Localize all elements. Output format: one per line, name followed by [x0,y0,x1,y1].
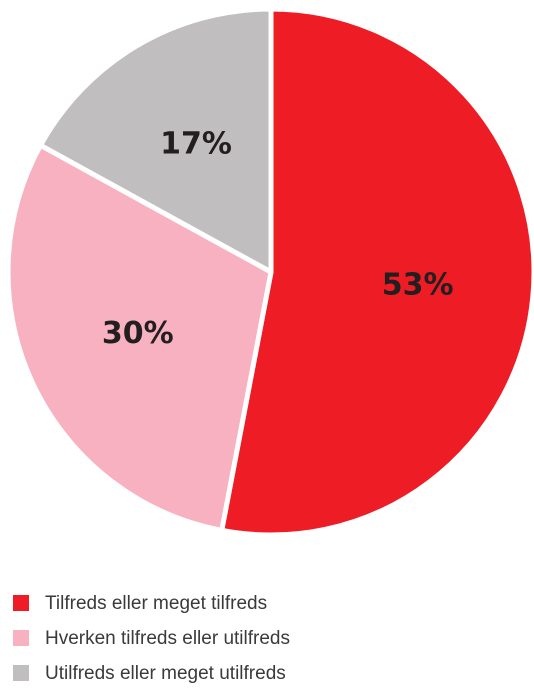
pie-slice [219,6,534,538]
value-label: 17% [160,127,232,162]
legend-label: Tilfreds eller meget tilfreds [45,593,267,614]
legend-label: Hverken tilfreds eller utilfreds [45,628,290,649]
legend-swatch [13,630,29,646]
legend-swatch [13,665,29,681]
pie-slice [38,6,274,275]
value-label: 30% [102,316,174,351]
legend-swatch [13,595,29,611]
pie-slice [5,142,274,533]
value-label: 53% [382,267,454,302]
legend-label: Utilfreds eller meget utilfreds [45,663,286,684]
